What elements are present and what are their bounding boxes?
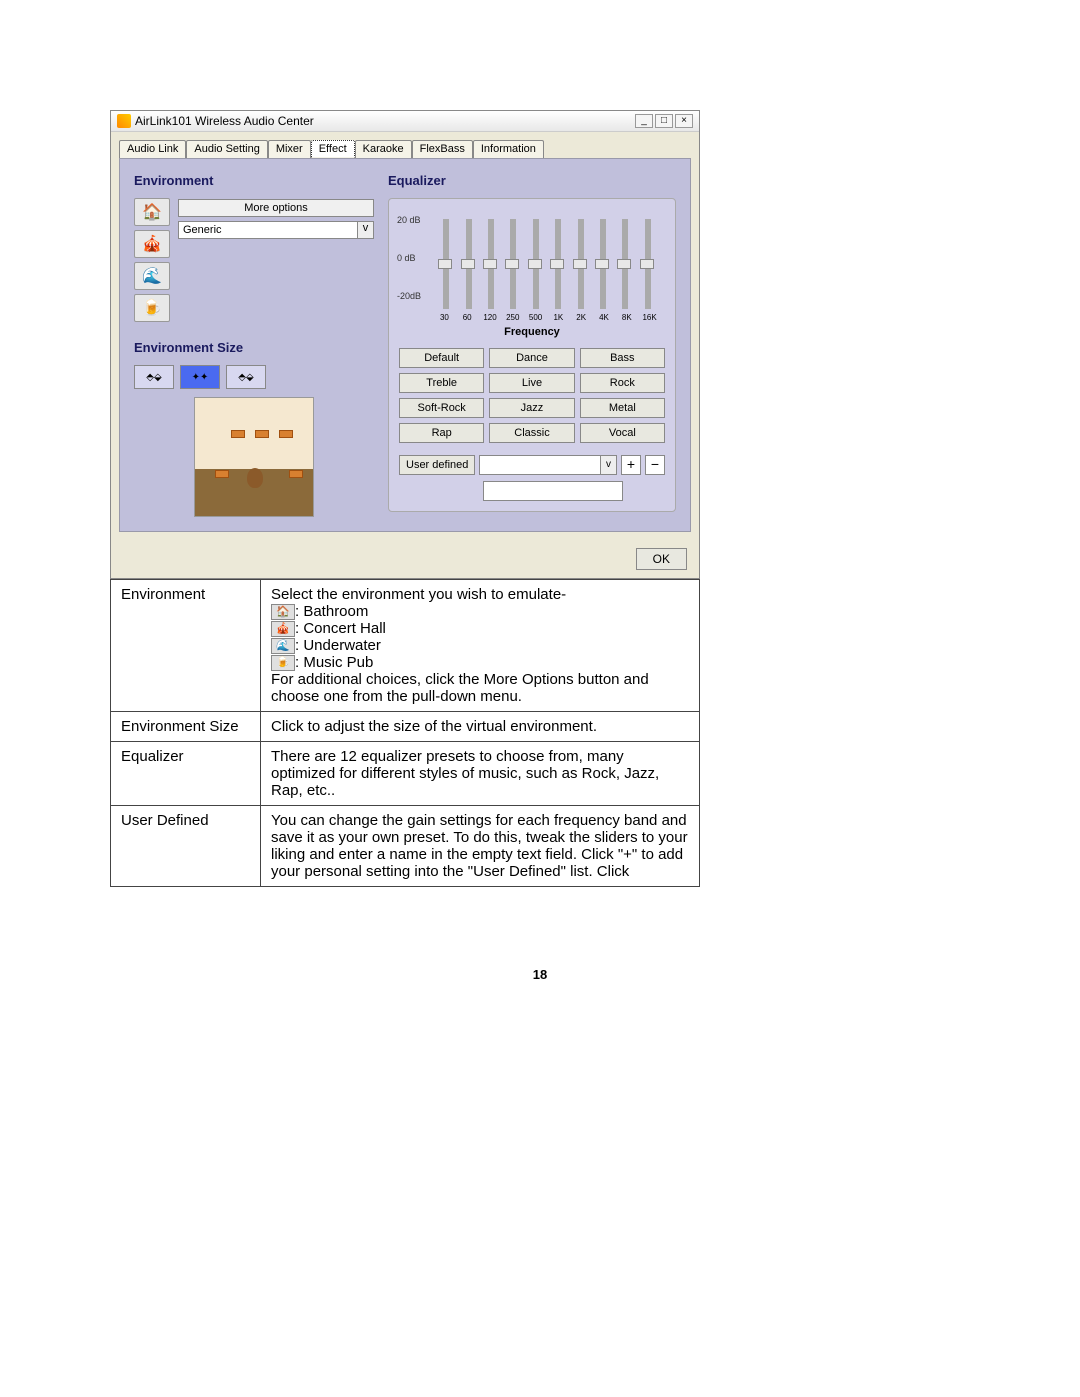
preset-treble[interactable]: Treble: [399, 373, 484, 393]
eq-slider[interactable]: [555, 219, 561, 309]
eq-slider[interactable]: [443, 219, 449, 309]
y-label: 0 dB: [397, 253, 416, 263]
freq-label: 30: [433, 313, 456, 322]
env-icon: 🎪: [271, 621, 295, 637]
size-medium-button[interactable]: ✦✦: [180, 365, 220, 389]
environment-title: Environment: [134, 173, 374, 188]
env-size-title: Environment Size: [134, 340, 374, 355]
titlebar: AirLink101 Wireless Audio Center _ □ ×: [111, 111, 699, 132]
freq-label: 16K: [638, 313, 661, 322]
eq-slider[interactable]: [510, 219, 516, 309]
preset-classic[interactable]: Classic: [489, 423, 574, 443]
close-button[interactable]: ×: [675, 114, 693, 128]
eq-slider[interactable]: [488, 219, 494, 309]
row-desc: Click to adjust the size of the virtual …: [261, 712, 700, 742]
add-preset-button[interactable]: +: [621, 455, 641, 475]
env-pub-icon[interactable]: 🍺: [134, 294, 170, 322]
preset-soft-rock[interactable]: Soft-Rock: [399, 398, 484, 418]
freq-label: 1K: [547, 313, 570, 322]
freq-label: 60: [456, 313, 479, 322]
freq-labels: 30601202505001K2K4K8K16K: [399, 313, 665, 322]
ok-button[interactable]: OK: [636, 548, 687, 570]
window-title: AirLink101 Wireless Audio Center: [135, 114, 635, 128]
chevron-down-icon: v: [600, 456, 616, 474]
remove-preset-button[interactable]: −: [645, 455, 665, 475]
preset-bass[interactable]: Bass: [580, 348, 665, 368]
freq-label: 2K: [570, 313, 593, 322]
preset-metal[interactable]: Metal: [580, 398, 665, 418]
footer: OK: [111, 540, 699, 578]
frequency-title: Frequency: [399, 326, 665, 338]
size-large-button[interactable]: ⬘⬙: [226, 365, 266, 389]
user-defined-dropdown[interactable]: v: [479, 455, 617, 475]
row-desc: You can change the gain settings for eac…: [261, 806, 700, 887]
preset-name-input[interactable]: [483, 481, 623, 501]
tab-information[interactable]: Information: [473, 140, 544, 158]
minimize-button[interactable]: _: [635, 114, 653, 128]
env-icon: 🌊: [271, 638, 295, 654]
env-icon: 🍺: [271, 655, 295, 671]
content-area: Environment 🏠 🎪 🌊 🍺 More options Generic…: [119, 158, 691, 532]
size-small-button[interactable]: ⬘⬙: [134, 365, 174, 389]
eq-slider[interactable]: [622, 219, 628, 309]
app-window: AirLink101 Wireless Audio Center _ □ × A…: [110, 110, 700, 579]
row-label: Environment: [111, 580, 261, 712]
preset-grid: DefaultDance Bass TrebleLive Rock Soft-RockJ…: [399, 348, 665, 443]
tab-bar: Audio LinkAudio SettingMixerEffectKaraok…: [111, 132, 699, 158]
env-underwater-icon[interactable]: 🌊: [134, 262, 170, 290]
tab-flexbass[interactable]: FlexBass: [412, 140, 473, 158]
room-preview: [194, 397, 314, 517]
eq-slider[interactable]: [466, 219, 472, 309]
eq-slider[interactable]: [533, 219, 539, 309]
row-desc: Select the environment you wish to emula…: [261, 580, 700, 712]
page-number: 18: [110, 967, 970, 982]
eq-slider[interactable]: [645, 219, 651, 309]
env-bathroom-icon[interactable]: 🏠: [134, 198, 170, 226]
y-label: -20dB: [397, 291, 421, 301]
maximize-button[interactable]: □: [655, 114, 673, 128]
preset-default[interactable]: Default: [399, 348, 484, 368]
preset-jazz[interactable]: Jazz: [489, 398, 574, 418]
dropdown-value: Generic: [179, 222, 357, 238]
row-label: Equalizer: [111, 742, 261, 806]
app-icon: [117, 114, 131, 128]
tab-audio-setting[interactable]: Audio Setting: [186, 140, 267, 158]
freq-label: 4K: [593, 313, 616, 322]
freq-label: 120: [479, 313, 502, 322]
freq-label: 8K: [615, 313, 638, 322]
more-options-button[interactable]: More options: [178, 199, 374, 217]
environment-dropdown[interactable]: Generic v: [178, 221, 374, 239]
size-buttons: ⬘⬙ ✦✦ ⬘⬙: [134, 365, 374, 389]
preset-live[interactable]: Live: [489, 373, 574, 393]
chevron-down-icon: v: [357, 222, 373, 238]
tab-karaoke[interactable]: Karaoke: [355, 140, 412, 158]
eq-slider[interactable]: [600, 219, 606, 309]
row-desc: There are 12 equalizer presets to choose…: [261, 742, 700, 806]
preset-rock[interactable]: Rock: [580, 373, 665, 393]
env-concert-icon[interactable]: 🎪: [134, 230, 170, 258]
freq-label: 500: [524, 313, 547, 322]
equalizer-title: Equalizer: [388, 173, 676, 188]
freq-label: 250: [501, 313, 524, 322]
y-label: 20 dB: [397, 215, 421, 225]
preset-vocal[interactable]: Vocal: [580, 423, 665, 443]
tab-effect[interactable]: Effect: [311, 140, 355, 158]
env-icon: 🏠: [271, 604, 295, 620]
row-label: User Defined: [111, 806, 261, 887]
tab-mixer[interactable]: Mixer: [268, 140, 311, 158]
equalizer-panel: 20 dB 0 dB -20dB 30601202505001K2K4K8K16…: [388, 198, 676, 512]
user-defined-button[interactable]: User defined: [399, 455, 475, 475]
preset-dance[interactable]: Dance: [489, 348, 574, 368]
preset-rap[interactable]: Rap: [399, 423, 484, 443]
tab-audio-link[interactable]: Audio Link: [119, 140, 186, 158]
description-table: Environment Select the environment you w…: [110, 579, 700, 887]
eq-sliders: 20 dB 0 dB -20dB: [399, 209, 665, 309]
row-label: Environment Size: [111, 712, 261, 742]
eq-slider[interactable]: [578, 219, 584, 309]
